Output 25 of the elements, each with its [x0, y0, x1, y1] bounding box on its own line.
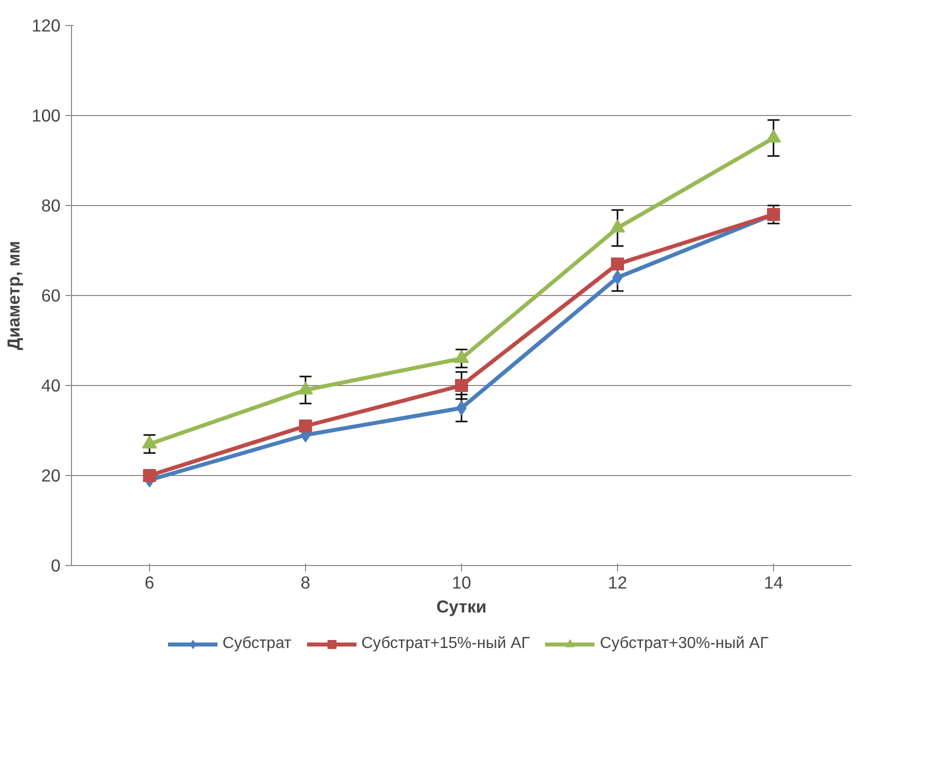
y-tick-label: 100 — [32, 106, 61, 126]
point — [610, 219, 625, 233]
point — [455, 379, 468, 392]
y-tick-label: 20 — [41, 466, 61, 486]
x-tick-label: 8 — [300, 572, 310, 592]
x-axis-title: Сутки — [436, 596, 487, 616]
point — [612, 270, 623, 285]
y-tick-label: 120 — [32, 16, 61, 36]
y-axis-title: Диаметр, мм — [4, 240, 24, 350]
point — [299, 420, 312, 432]
x-tick-label: 10 — [452, 572, 472, 592]
y-tick-label: 80 — [41, 196, 61, 216]
point — [143, 469, 156, 482]
x-tick-label: 14 — [764, 572, 784, 592]
point — [766, 129, 781, 143]
y-tick-label: 0 — [50, 556, 61, 576]
point — [456, 400, 467, 416]
legend-label: Субстрат+15%-ный АГ — [361, 635, 530, 653]
y-tick-label: 60 — [41, 286, 61, 306]
legend-label: Субстрат — [222, 635, 292, 653]
legend-label: Субстрат+30%-ный АГ — [600, 635, 768, 653]
y-tick-label: 40 — [41, 376, 61, 396]
x-tick-label: 6 — [144, 572, 154, 592]
point — [611, 258, 624, 270]
x-tick-label: 12 — [608, 572, 628, 592]
